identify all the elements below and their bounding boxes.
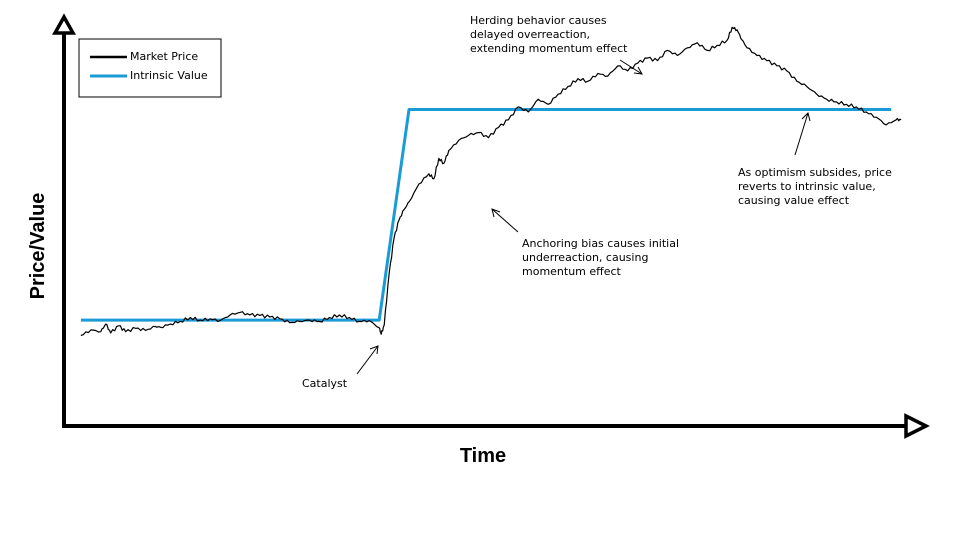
annotation-arrows xyxy=(356,59,811,375)
annotation-herding-line-2: delayed overreaction, xyxy=(470,28,590,41)
series-line-market-price xyxy=(80,26,902,337)
annotation-optimism: As optimism subsides, price reverts to i… xyxy=(738,166,892,207)
annotation-optimism-line-3: causing value effect xyxy=(738,194,850,207)
annotation-herding-line-1: Herding behavior causes xyxy=(470,14,607,27)
y-axis-arrowhead xyxy=(52,13,76,35)
y-axis-label: Price/Value xyxy=(27,193,49,300)
annotation-herding: Herding behavior causes delayed overreac… xyxy=(470,14,628,55)
annotation-anchoring-line-1: Anchoring bias causes initial xyxy=(522,237,679,250)
x-axis-label: Time xyxy=(460,445,506,467)
annotation-anchoring-line-3: momentum effect xyxy=(522,265,622,278)
legend: Market Price Intrinsic Value xyxy=(78,38,222,98)
optimism-arrow xyxy=(794,112,811,156)
x-axis-arrowhead xyxy=(904,413,930,439)
legend-box xyxy=(78,38,222,98)
annotation-herding-line-3: extending momentum effect xyxy=(470,42,628,55)
annotation-anchoring-line-2: underreaction, causing xyxy=(522,251,648,264)
annotation-anchoring: Anchoring bias causes initial underreact… xyxy=(522,237,679,278)
annotation-optimism-line-2: reverts to intrinsic value, xyxy=(738,180,876,193)
annotation-optimism-line-1: As optimism subsides, price xyxy=(738,166,892,179)
anchoring-arrow xyxy=(491,208,519,233)
annotation-catalyst: Catalyst xyxy=(302,377,348,390)
axes xyxy=(52,13,930,439)
series-line-intrinsic-value xyxy=(80,108,892,322)
legend-label-intrinsic-value: Intrinsic Value xyxy=(130,69,208,82)
legend-label-market-price: Market Price xyxy=(130,50,198,63)
annotation-catalyst-line-1: Catalyst xyxy=(302,377,348,390)
herding-arrow xyxy=(619,59,643,75)
catalyst-arrow xyxy=(356,345,379,375)
